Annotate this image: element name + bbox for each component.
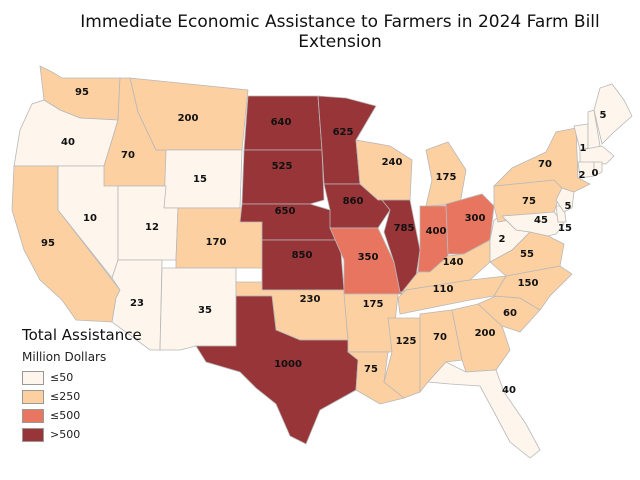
state-value-wa: 95 bbox=[75, 87, 89, 98]
legend-title: Total Assistance bbox=[22, 326, 142, 344]
state-value-sd: 525 bbox=[272, 161, 293, 172]
state-value-nv: 10 bbox=[83, 213, 97, 224]
state-value-wv: 2 bbox=[499, 234, 506, 245]
state-value-me: 5 bbox=[600, 110, 607, 121]
state-value-ar: 175 bbox=[363, 299, 384, 310]
state-me[interactable] bbox=[593, 83, 633, 145]
state-md[interactable] bbox=[501, 211, 565, 237]
state-value-sc: 60 bbox=[503, 308, 517, 319]
state-value-ut: 12 bbox=[145, 222, 159, 233]
state-value-ne: 650 bbox=[275, 206, 296, 217]
state-value-ca: 95 bbox=[41, 238, 55, 249]
state-value-fl: 40 bbox=[502, 385, 516, 396]
state-value-co: 170 bbox=[206, 237, 227, 248]
state-value-la: 75 bbox=[364, 364, 378, 375]
legend-swatch-4 bbox=[22, 427, 44, 442]
state-ma[interactable] bbox=[579, 145, 615, 165]
state-tx[interactable] bbox=[195, 295, 359, 445]
legend-swatch-1 bbox=[22, 370, 44, 385]
state-value-id: 70 bbox=[121, 150, 135, 161]
state-value-ia: 860 bbox=[343, 196, 364, 207]
state-value-nm: 35 bbox=[198, 305, 212, 316]
legend: Total Assistance Million Dollars ≤50 ≤25… bbox=[22, 326, 142, 444]
state-value-mi: 175 bbox=[436, 172, 457, 183]
state-value-ks: 850 bbox=[292, 250, 313, 261]
legend-item-1: ≤50 bbox=[22, 368, 142, 387]
map-title: Immediate Economic Assistance to Farmers… bbox=[80, 12, 600, 52]
legend-item-2: ≤250 bbox=[22, 387, 142, 406]
state-sd[interactable] bbox=[241, 149, 325, 205]
legend-swatch-2 bbox=[22, 389, 44, 404]
state-value-md: 15 bbox=[558, 223, 572, 234]
state-value-az: 23 bbox=[130, 298, 144, 309]
state-value-tx: 1000 bbox=[274, 359, 302, 370]
state-value-al: 70 bbox=[433, 332, 447, 343]
state-value-mt: 200 bbox=[178, 113, 199, 124]
state-value-wi: 240 bbox=[382, 157, 403, 168]
legend-item-3: ≤500 bbox=[22, 406, 142, 425]
legend-label-3: ≤500 bbox=[50, 409, 81, 422]
state-value-mn: 625 bbox=[333, 127, 354, 138]
state-la[interactable] bbox=[346, 351, 405, 405]
legend-swatch-3 bbox=[22, 408, 44, 423]
state-value-ky: 140 bbox=[443, 257, 464, 268]
state-value-pa: 75 bbox=[522, 196, 536, 207]
state-value-in: 400 bbox=[426, 226, 447, 237]
state-value-ok: 230 bbox=[300, 294, 321, 305]
state-ms[interactable] bbox=[383, 317, 421, 399]
state-value-or: 40 bbox=[61, 137, 75, 148]
legend-item-4: >500 bbox=[22, 425, 142, 444]
state-value-ny: 70 bbox=[538, 159, 552, 170]
state-value-ms: 125 bbox=[396, 336, 417, 347]
state-value-de: 45 bbox=[534, 215, 548, 226]
state-value-va: 55 bbox=[520, 249, 534, 260]
state-value-tn: 110 bbox=[433, 284, 454, 295]
state-value-mo: 350 bbox=[358, 252, 379, 263]
state-fl[interactable] bbox=[427, 361, 541, 459]
state-value-vt: 1 bbox=[580, 143, 587, 154]
state-value-il: 785 bbox=[394, 223, 415, 234]
state-il[interactable] bbox=[381, 199, 421, 293]
state-value-ga: 200 bbox=[475, 328, 496, 339]
legend-label-4: >500 bbox=[50, 428, 81, 441]
state-value-nj: 5 bbox=[565, 201, 572, 212]
state-value-nd: 640 bbox=[271, 117, 292, 128]
state-value-nh: 2 bbox=[579, 170, 586, 181]
state-value-oh: 300 bbox=[465, 213, 486, 224]
state-value-ma: 0 bbox=[592, 168, 599, 179]
legend-subtitle: Million Dollars bbox=[22, 350, 107, 364]
legend-label-2: ≤250 bbox=[50, 390, 81, 403]
legend-label-1: ≤50 bbox=[50, 371, 74, 384]
state-ri[interactable] bbox=[593, 161, 603, 177]
state-value-wy: 15 bbox=[193, 174, 207, 185]
state-value-nc: 150 bbox=[518, 278, 539, 289]
state-ks[interactable] bbox=[261, 239, 345, 291]
state-ny[interactable] bbox=[492, 127, 591, 193]
